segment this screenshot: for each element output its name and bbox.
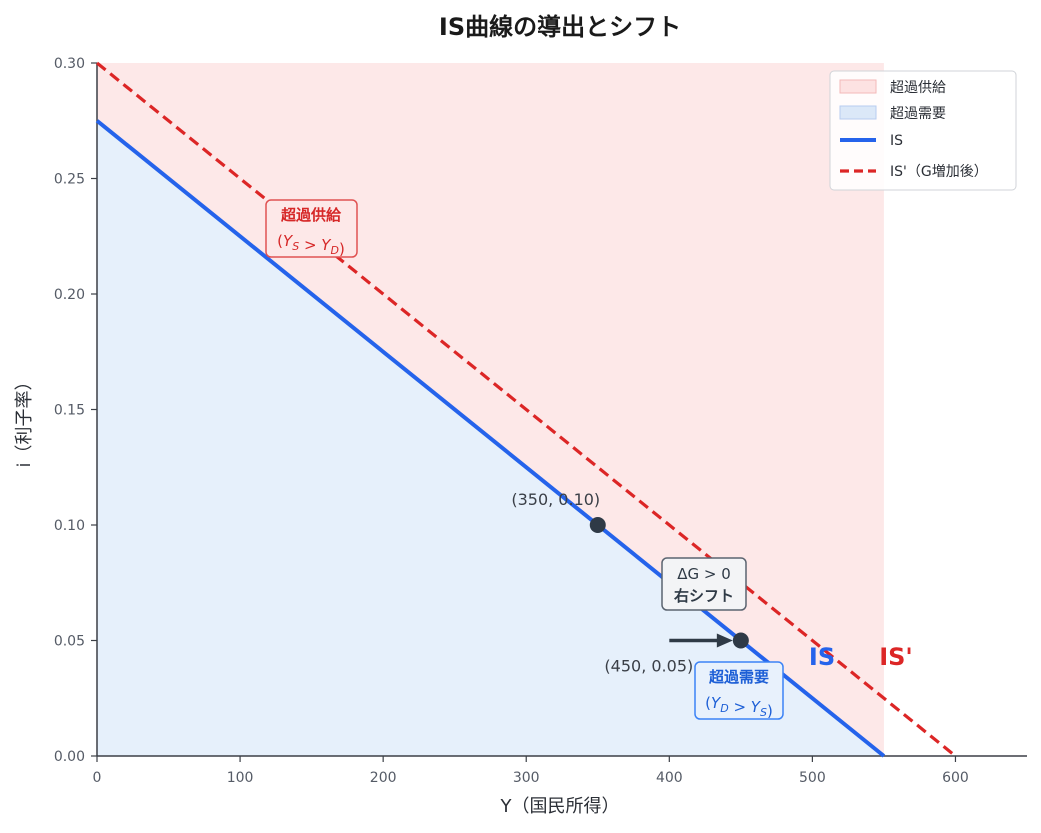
excess-demand-box: [694, 661, 784, 720]
is-curve-line: [95, 119, 886, 758]
excess-demand-box-condition: (YD > YS): [705, 694, 773, 720]
y-tick-label: 0.00: [54, 749, 85, 765]
points-layer: (350, 0.10) (450, 0.05): [511, 490, 749, 676]
point-label: (450, 0.05): [604, 657, 693, 676]
is-shifted-curve-line: [95, 61, 957, 758]
y-tick-label: 0.20: [54, 287, 85, 303]
excess-demand-box-title: 超過需要: [708, 668, 769, 686]
y-axis-label: i（利子率）: [14, 372, 35, 467]
legend-swatch: [839, 79, 877, 94]
legend-label: IS: [890, 133, 903, 149]
excess-supply-box: [265, 199, 358, 258]
legend-label: IS'（G増加後）: [890, 164, 988, 180]
legend-label: 超過供給: [890, 80, 946, 96]
y-tick-label: 0.05: [54, 634, 85, 650]
point-label: (350, 0.10): [511, 490, 600, 509]
x-tick-label: 200: [370, 770, 397, 786]
curves-layer: [95, 61, 957, 758]
axes-layer: 0 100 200 300 400 500 600 0.00 0.05 0.10 0.15 0.20 0…: [54, 56, 1027, 786]
regions-layer: [97, 63, 884, 756]
is-curve-label: IS: [809, 643, 835, 671]
chart-title: IS曲線の導出とシフト: [439, 13, 681, 41]
excess-supply-box-condition: (YS > YD): [277, 232, 345, 258]
x-tick-label: 400: [656, 770, 683, 786]
data-point: [732, 632, 749, 649]
x-tick-label: 500: [799, 770, 826, 786]
legend-swatch: [839, 105, 877, 120]
x-tick-label: 0: [93, 770, 102, 786]
shift-box-text: 右シフト: [674, 587, 734, 605]
x-tick-label: 100: [227, 770, 254, 786]
legend-frame: [829, 70, 1017, 191]
x-tick-label: 300: [513, 770, 540, 786]
is-shifted-curve-label: IS': [879, 643, 913, 671]
excess-supply-box-title: 超過供給: [280, 206, 342, 224]
x-tick-label: 600: [942, 770, 969, 786]
y-tick-label: 0.10: [54, 518, 85, 534]
y-tick-label: 0.15: [54, 403, 85, 419]
shift-box: [661, 557, 747, 611]
data-point: [589, 517, 606, 533]
annotations-layer: 超過供給 (YS > YD) 超過需要 (YD > YS) ΔG > 0 右シフト IS IS…: [265, 199, 913, 720]
legend-label: 超過需要: [890, 106, 946, 122]
shift-arrow-head: [716, 633, 733, 648]
shift-box-delta: ΔG > 0: [677, 565, 731, 583]
x-axis-label: Y（国民所得）: [500, 796, 620, 817]
y-tick-label: 0.25: [54, 172, 85, 188]
y-tick-label: 0.30: [54, 56, 85, 72]
